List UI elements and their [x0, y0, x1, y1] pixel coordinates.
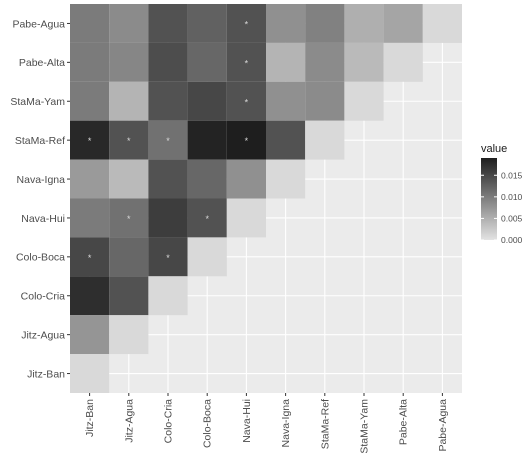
heatmap-cell — [109, 159, 149, 199]
x-tick-label: Colo-Cria — [163, 399, 175, 444]
heatmap-cell — [70, 4, 110, 43]
significance-marker: * — [88, 253, 92, 263]
heatmap-cell — [148, 237, 188, 277]
heatmap-cell — [226, 198, 266, 238]
x-tick-label: StaMa-Ref — [319, 399, 331, 449]
heatmap-cell — [187, 42, 227, 82]
heatmap-cell — [344, 42, 384, 82]
heatmap-cell — [70, 276, 110, 316]
heatmap-cell — [109, 276, 149, 316]
significance-marker: * — [245, 97, 249, 107]
heatmap-cell — [305, 42, 345, 82]
y-tick-label: Colo-Cria — [21, 291, 66, 303]
y-tick-label: StaMa-Yam — [10, 96, 65, 108]
x-tick-label: Jitz-Ban — [84, 399, 96, 437]
heatmap-cells — [70, 4, 462, 393]
y-tick-label: Jitz-Ban — [27, 368, 65, 380]
heatmap-cell — [70, 237, 110, 277]
heatmap-cell — [305, 81, 345, 121]
heatmap-cell — [305, 120, 345, 160]
legend-tick-label: 0.015 — [501, 170, 523, 180]
color-legend: value 0.015 0.010 0.005 0.000 — [481, 143, 523, 245]
y-tick-label: Pabe-Agua — [12, 18, 65, 30]
legend-tick-label: 0.005 — [501, 213, 523, 223]
heatmap-cell — [187, 159, 227, 199]
heatmap-cell — [266, 120, 306, 160]
heatmap-cell — [148, 198, 188, 238]
heatmap-cell — [109, 4, 149, 43]
heatmap-cell — [148, 120, 188, 160]
significance-marker: * — [127, 136, 131, 146]
heatmap-cell — [383, 42, 423, 82]
y-tick-label: StaMa-Ref — [15, 135, 65, 147]
heatmap-cell — [187, 4, 227, 43]
significance-marker: * — [166, 253, 170, 263]
y-tick-label: Jitz-Agua — [21, 329, 65, 341]
heatmap-cell — [70, 159, 110, 199]
heatmap-cell — [226, 120, 266, 160]
heatmap-cell — [148, 276, 188, 316]
heatmap-cell — [148, 81, 188, 121]
x-tick-label: Nava-Igna — [280, 399, 292, 448]
significance-marker: * — [127, 214, 131, 224]
x-tick-label: Pabe-Alta — [398, 399, 410, 445]
y-axis: Pabe-Agua Pabe-Alta StaMa-Yam StaMa-Ref Nava… — [10, 18, 70, 380]
significance-marker: * — [245, 136, 249, 146]
heatmap-cell — [148, 42, 188, 82]
heatmap-cell — [187, 198, 227, 238]
heatmap-cell — [70, 42, 110, 82]
heatmap-cell — [266, 159, 306, 199]
heatmap-cell — [187, 120, 227, 160]
heatmap-cell — [148, 159, 188, 199]
x-tick-label: StaMa-Yam — [359, 399, 371, 453]
legend-tick-label: 0.010 — [501, 192, 523, 202]
x-tick-label: Nava-Hui — [241, 399, 253, 443]
heatmap-cell — [422, 4, 462, 43]
x-tick-label: Jitz-Agua — [123, 399, 135, 443]
x-axis: Jitz-Ban Jitz-Agua Colo-Cria Colo-Boca Nava-… — [84, 393, 449, 453]
significance-marker: * — [166, 136, 170, 146]
significance-marker: * — [245, 58, 249, 68]
heatmap-cell — [187, 81, 227, 121]
y-tick-label: Pabe-Alta — [19, 57, 65, 69]
heatmap-cell — [305, 4, 345, 43]
heatmap-cell — [109, 42, 149, 82]
heatmap-cell — [226, 42, 266, 82]
significance-marker: * — [245, 19, 249, 29]
x-tick-label: Colo-Boca — [202, 399, 214, 448]
heatmap-cell — [148, 4, 188, 43]
heatmap-cell — [344, 4, 384, 43]
heatmap-cell — [70, 354, 110, 393]
x-tick-label: Pabe-Agua — [437, 399, 449, 452]
y-tick-label: Nava-Igna — [17, 174, 66, 186]
legend-colorbar — [481, 158, 497, 240]
heatmap-cell — [266, 42, 306, 82]
heatmap-cell — [109, 198, 149, 238]
heatmap-cell — [383, 4, 423, 43]
heatmap-cell — [70, 198, 110, 238]
heatmap-cell — [70, 81, 110, 121]
y-tick-label: Nava-Hui — [21, 213, 65, 225]
heatmap-cell — [226, 159, 266, 199]
heatmap-cell — [344, 81, 384, 121]
heatmap-cell — [266, 81, 306, 121]
heatmap-cell — [109, 237, 149, 277]
legend-title: value — [481, 143, 507, 155]
y-tick-label: Colo-Boca — [16, 252, 65, 264]
significance-markers: * * * * * * * * * * * — [88, 19, 249, 262]
legend-tick-label: 0.000 — [501, 235, 523, 245]
heatmap-cell — [187, 237, 227, 277]
significance-marker: * — [88, 136, 92, 146]
heatmap-cell — [109, 81, 149, 121]
heatmap-cell — [266, 4, 306, 43]
heatmap-cell — [226, 4, 266, 43]
significance-marker: * — [205, 214, 209, 224]
heatmap-cell — [109, 120, 149, 160]
heatmap-cell — [70, 120, 110, 160]
heatmap-cell — [70, 315, 110, 355]
legend-ticks: 0.015 0.010 0.005 0.000 — [481, 170, 523, 245]
heatmap-cell — [226, 81, 266, 121]
heatmap-cell — [109, 315, 149, 355]
